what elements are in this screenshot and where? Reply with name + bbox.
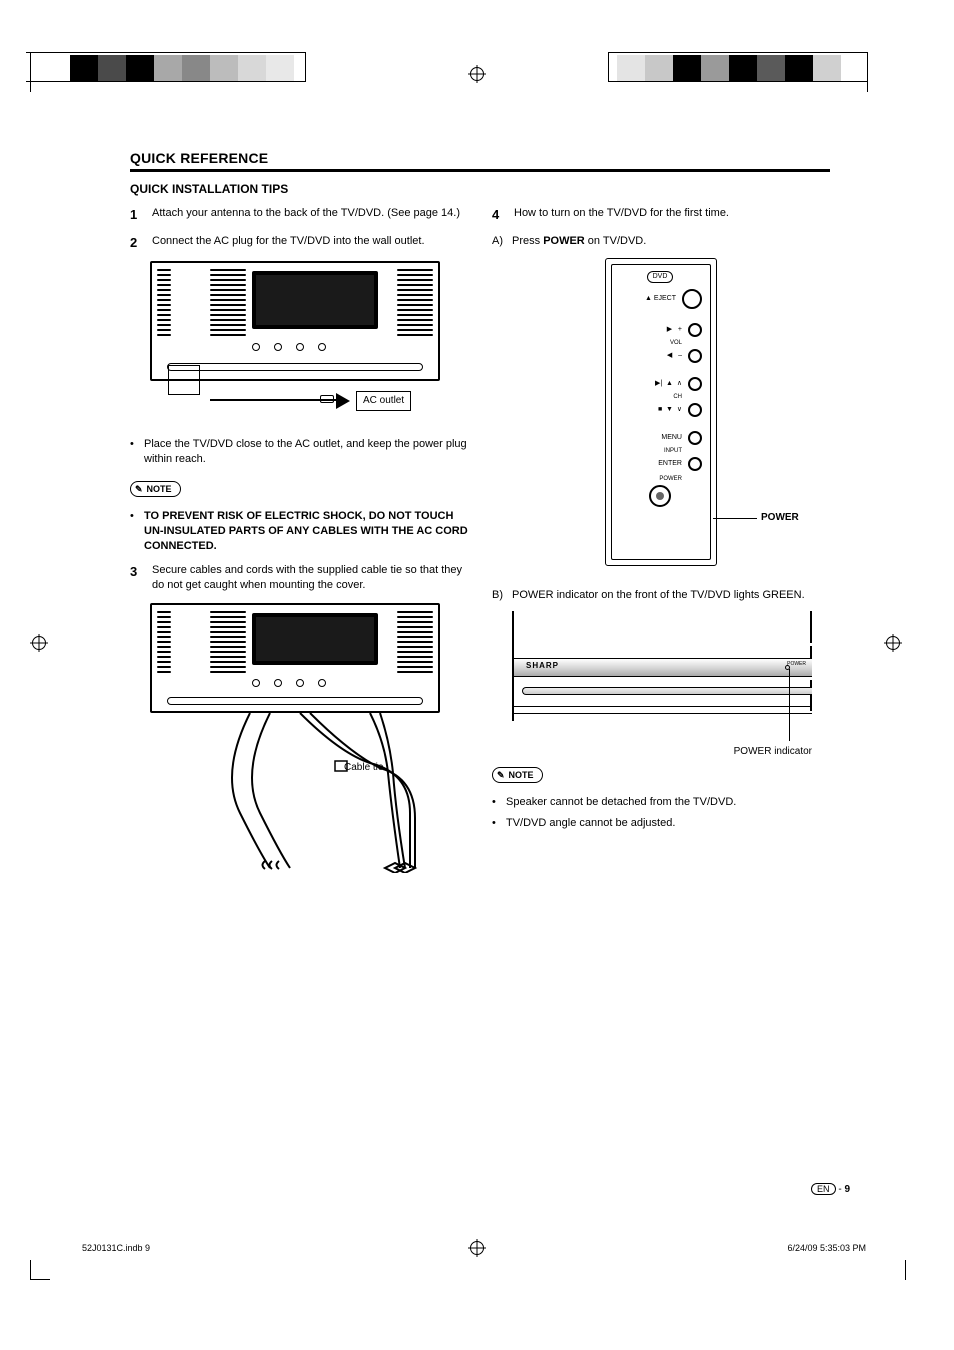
bullet-warning: TO PREVENT RISK OF ELECTRIC SHOCK, DO NO… [130,509,468,554]
step-number: 4 [492,206,514,224]
step-text: Attach your antenna to the back of the T… [152,206,468,224]
bullet-ac-placement: Place the TV/DVD close to the AC outlet,… [130,437,468,467]
menu-button [688,431,702,445]
note-icon: ✎ [135,483,143,495]
step-3: 3 Secure cables and cords with the suppl… [130,563,468,593]
bullet-speaker: Speaker cannot be detached from the TV/D… [492,795,830,810]
substep-letter: A) [492,234,512,249]
registration-top [0,52,954,82]
manual-page: QUICK REFERENCE QUICK INSTALLATION TIPS … [0,0,954,1350]
note-label: NOTE [147,483,172,495]
substep-letter: B) [492,588,512,603]
left-column: 1 Attach your antenna to the back of the… [130,206,468,887]
power-indicator-label: POWER indicator [734,745,812,759]
registration-left-icon [30,634,48,652]
note-icon: ✎ [497,769,505,781]
crop-mark [886,1260,906,1280]
step-number: 3 [130,563,152,593]
brand-label: SHARP [526,661,559,672]
substep-b: B) POWER indicator on the front of the T… [492,588,830,603]
step-text: Secure cables and cords with the supplie… [152,563,468,593]
diagram-control-panel: DVD ▲ EJECT ▶ + VOL ◀ – ▶| ▲ ∧ CH ■ ▼ ∨ … [561,258,761,578]
ch-up-button [688,377,702,391]
power-callout: POWER [761,511,799,525]
content-area: QUICK REFERENCE QUICK INSTALLATION TIPS … [130,150,830,887]
step-2: 2 Connect the AC plug for the TV/DVD int… [130,234,468,252]
note-label: NOTE [509,769,534,781]
step-number: 1 [130,206,152,224]
bullet-angle: TV/DVD angle cannot be adjusted. [492,816,830,831]
note-badge: ✎ NOTE [492,767,543,783]
vol-down-button [688,349,702,363]
right-column: 4 How to turn on the TV/DVD for the firs… [492,206,830,887]
step-text: How to turn on the TV/DVD for the first … [514,206,830,224]
note-badge: ✎ NOTE [130,481,181,497]
page-number: EN - 9 [811,1183,850,1195]
crop-mark [30,1260,50,1280]
enter-button [688,457,702,471]
dvd-label: DVD [647,271,674,282]
step-number: 2 [130,234,152,252]
step-4: 4 How to turn on the TV/DVD for the firs… [492,206,830,224]
diagram-tv-back-ac: AC outlet [140,261,450,431]
registration-center-icon [468,65,486,83]
ac-outlet-label: AC outlet [356,391,411,411]
footer-timestamp: 6/24/09 5:35:03 PM [787,1243,866,1253]
page-title: QUICK REFERENCE [130,150,830,172]
vol-up-button [688,323,702,337]
power-button [649,485,671,507]
section-title: QUICK INSTALLATION TIPS [130,182,830,196]
diagram-cable-tie: Cable tie [140,603,450,883]
registration-right-icon [884,634,902,652]
ch-down-button [688,403,702,417]
footer-filename: 52J0131C.indb 9 [82,1243,150,1253]
diagram-tv-front: SHARP POWER POWER indicator [492,611,812,751]
eject-button [682,289,702,309]
step-text: Connect the AC plug for the TV/DVD into … [152,234,468,252]
footer-registration-icon [468,1239,486,1257]
substep-a: A) Press POWER on TV/DVD. [492,234,830,249]
step-1: 1 Attach your antenna to the back of the… [130,206,468,224]
